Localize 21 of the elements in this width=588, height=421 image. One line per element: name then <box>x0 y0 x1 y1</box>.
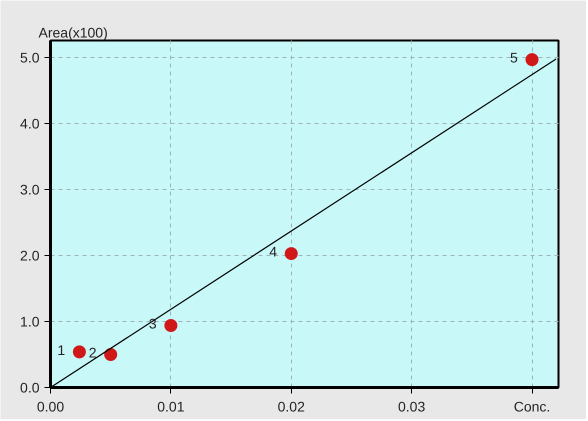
point <box>164 319 178 332</box>
y-tick-label: 3.0 <box>20 182 40 198</box>
x-tick-label: 0.00 <box>36 398 64 414</box>
y-tick-label: 1.0 <box>20 314 40 330</box>
point <box>284 247 298 260</box>
x-tick-label: Conc. <box>514 398 550 414</box>
y-axis-title: Area(x100) <box>38 24 108 40</box>
annotation: 2 <box>88 344 97 361</box>
x-tick-label: 0.03 <box>398 398 426 414</box>
annotation: 4 <box>269 244 278 260</box>
y-tick-label: 4.0 <box>20 116 40 132</box>
x-tick-label: 0.01 <box>157 398 185 414</box>
x-tick-label: 0.02 <box>278 398 306 414</box>
point <box>104 348 118 362</box>
annotation: 5 <box>510 50 518 66</box>
annotation: 1 <box>57 342 66 358</box>
y-tick-label: 5.0 <box>20 50 40 66</box>
y-tick-label: 0.0 <box>20 380 40 396</box>
y-tick-label: 2.0 <box>20 248 40 264</box>
point <box>526 53 539 66</box>
point <box>72 345 86 358</box>
